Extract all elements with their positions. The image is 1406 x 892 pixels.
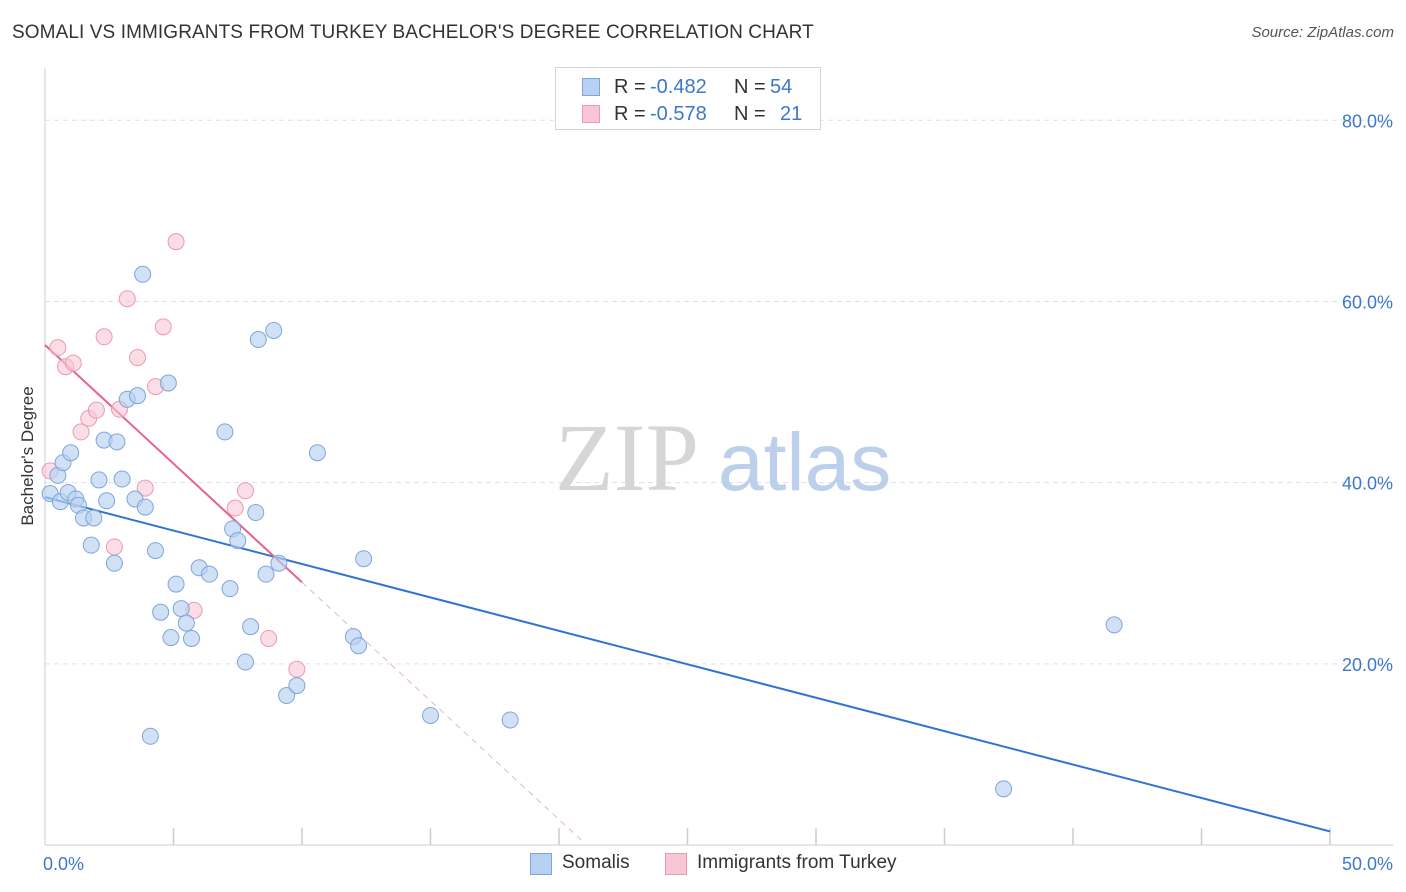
turkey-point bbox=[72, 423, 90, 441]
r-value: -0.482 bbox=[650, 76, 707, 98]
somali-point bbox=[147, 542, 165, 560]
turkey-point bbox=[118, 290, 136, 308]
turkey-swatch bbox=[582, 105, 600, 123]
legend-label: Somalis bbox=[562, 852, 630, 873]
somali-point bbox=[159, 374, 177, 392]
somali-point bbox=[82, 536, 100, 554]
trend-line-turkey bbox=[301, 581, 586, 844]
somali-point bbox=[350, 637, 368, 655]
somali-point bbox=[90, 471, 108, 489]
somali-point bbox=[308, 444, 326, 462]
somali-point bbox=[105, 554, 123, 572]
axis-layer bbox=[44, 68, 1393, 846]
watermark-atlas: atlas bbox=[718, 417, 891, 508]
turkey-point bbox=[95, 328, 113, 346]
somali-point bbox=[288, 677, 306, 695]
somali-point bbox=[501, 711, 519, 729]
turkey-swatch bbox=[665, 853, 687, 875]
somali-point bbox=[62, 444, 80, 462]
turkey-point bbox=[236, 482, 254, 500]
chart-title: SOMALI VS IMMIGRANTS FROM TURKEY BACHELO… bbox=[12, 22, 814, 43]
n-label: N = bbox=[734, 76, 766, 98]
data-points bbox=[41, 233, 1123, 798]
somali-point bbox=[141, 727, 159, 745]
somali-point bbox=[113, 470, 131, 488]
turkey-point bbox=[64, 354, 82, 372]
somali-point bbox=[182, 629, 200, 647]
somali-point bbox=[265, 321, 283, 339]
trend-line-turkey bbox=[44, 344, 303, 584]
somali-point bbox=[167, 575, 185, 593]
x-tick-label: 0.0% bbox=[43, 854, 84, 874]
n-value: 21 bbox=[780, 103, 803, 125]
somali-point bbox=[177, 614, 195, 632]
turkey-point bbox=[87, 401, 105, 419]
watermark: ZIP atlas bbox=[555, 404, 891, 511]
somali-swatch bbox=[582, 78, 600, 96]
somali-point bbox=[355, 550, 373, 568]
turkey-point bbox=[129, 349, 147, 367]
n-label: N = bbox=[734, 103, 766, 125]
somali-point bbox=[221, 580, 239, 598]
somali-swatch bbox=[530, 853, 552, 875]
somali-point bbox=[129, 387, 147, 405]
somali-point bbox=[85, 509, 103, 527]
turkey-point bbox=[226, 499, 244, 517]
somali-point bbox=[249, 331, 267, 349]
y-tick-label: 20.0% bbox=[1342, 655, 1393, 675]
somali-point bbox=[1105, 616, 1123, 634]
r-value: -0.578 bbox=[650, 103, 707, 125]
somali-point bbox=[278, 687, 296, 705]
source-label: Source: ZipAtlas.com bbox=[1251, 24, 1394, 41]
somali-point bbox=[236, 653, 254, 671]
somali-point bbox=[152, 603, 170, 621]
trend-line-somalis bbox=[44, 496, 1331, 833]
stats-legend: R = -0.482 N = 54 R = -0.578 N = 21 bbox=[555, 67, 821, 130]
somali-point bbox=[270, 554, 288, 572]
somali-point bbox=[108, 433, 126, 451]
turkey-point bbox=[49, 339, 67, 357]
grid-layer bbox=[45, 119, 1393, 665]
turkey-point bbox=[105, 538, 123, 556]
n-value: 54 bbox=[770, 76, 793, 98]
y-tick-label: 60.0% bbox=[1342, 292, 1393, 312]
somali-point bbox=[216, 423, 234, 441]
somali-point bbox=[247, 504, 265, 522]
turkey-point bbox=[136, 479, 154, 497]
somali-point bbox=[162, 629, 180, 647]
somali-point bbox=[136, 498, 154, 516]
y-tick-label: 80.0% bbox=[1342, 111, 1393, 131]
trend-lines bbox=[44, 344, 1331, 844]
somali-point bbox=[172, 600, 190, 618]
turkey-point bbox=[167, 233, 185, 251]
somali-point bbox=[229, 532, 247, 550]
r-label: R = bbox=[614, 76, 646, 98]
turkey-point bbox=[154, 318, 172, 336]
somali-point bbox=[257, 565, 275, 583]
turkey-point bbox=[260, 629, 278, 647]
tick-labels: 20.0% 40.0% 60.0% 80.0% 0.0% 50.0% bbox=[43, 111, 1393, 874]
somali-point bbox=[995, 780, 1013, 798]
somali-point bbox=[98, 492, 116, 510]
r-label: R = bbox=[614, 103, 646, 125]
legend-label: Immigrants from Turkey bbox=[697, 852, 897, 873]
somali-point bbox=[134, 265, 152, 283]
y-tick-label: 40.0% bbox=[1342, 474, 1393, 494]
somali-point bbox=[200, 565, 218, 583]
turkey-point bbox=[288, 660, 306, 678]
watermark-zip: ZIP bbox=[555, 404, 699, 511]
somali-point bbox=[242, 618, 260, 636]
somali-point bbox=[422, 706, 439, 724]
y-axis-label: Bachelor's Degree bbox=[18, 386, 37, 526]
x-tick-label: 50.0% bbox=[1342, 854, 1393, 874]
